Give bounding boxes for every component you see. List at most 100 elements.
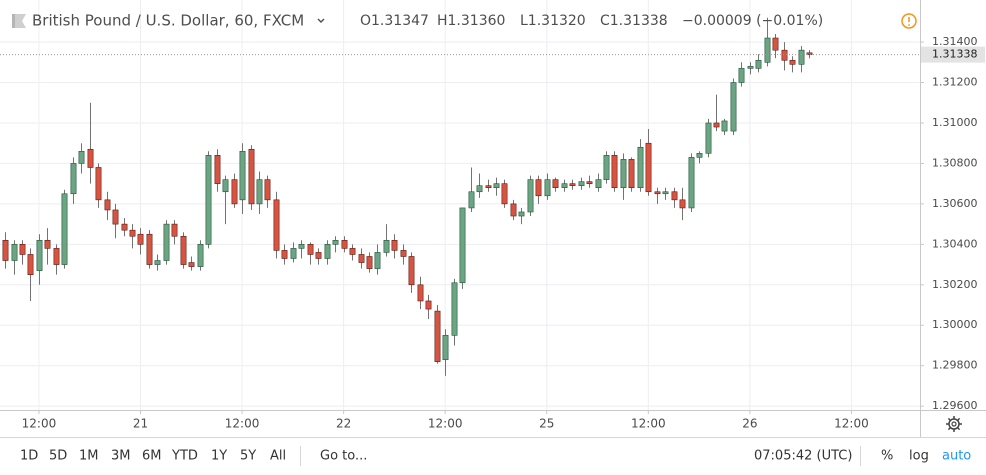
y-tick-label: 1.29600: [932, 399, 978, 412]
candle-body: [552, 179, 559, 189]
candle-body: [493, 183, 500, 189]
candle-body: [137, 233, 144, 245]
y-tick-label: 1.30400: [932, 237, 978, 250]
candle-body: [349, 248, 356, 255]
candle-body: [366, 256, 373, 269]
candle-body: [400, 250, 407, 257]
settings-icon[interactable]: [946, 416, 962, 432]
candle-body: [611, 155, 618, 189]
candle-body: [688, 157, 695, 209]
range-button[interactable]: 5D: [49, 449, 67, 464]
range-button[interactable]: 6M: [142, 449, 162, 464]
candle-body: [603, 155, 610, 180]
last-price-label: 1.31338: [932, 48, 978, 61]
candle-body: [11, 244, 18, 261]
goto-button[interactable]: Go to...: [320, 449, 367, 464]
candle-body: [713, 122, 720, 128]
candle-body: [324, 244, 331, 259]
candle-body: [256, 179, 263, 205]
candle-body: [222, 179, 229, 193]
x-tick-label: 22: [336, 417, 351, 431]
clock: 07:05:42 (UTC): [754, 449, 852, 464]
ohlc-label: C1.31338: [600, 13, 668, 29]
candle-body: [806, 52, 813, 55]
candle-body: [205, 155, 212, 245]
candle-body: [417, 284, 424, 302]
candle-body: [637, 146, 644, 189]
candle-body: [383, 239, 390, 253]
warning-icon[interactable]: [901, 13, 917, 29]
range-button[interactable]: 3M: [111, 449, 131, 464]
candle-body: [628, 159, 635, 189]
candle-body: [781, 49, 788, 61]
range-button[interactable]: 1M: [79, 449, 99, 464]
x-tick-label: 12:00: [834, 417, 869, 431]
candle-body: [239, 150, 246, 201]
y-tick-label: 1.31000: [932, 116, 978, 129]
chart-title: British Pound / U.S. Dollar, 60, FXCM: [32, 12, 304, 30]
range-button[interactable]: 5Y: [240, 449, 256, 464]
candle-body: [154, 260, 161, 265]
symbol-menu[interactable]: [317, 18, 325, 23]
candle-body: [518, 211, 525, 217]
candle-body: [53, 248, 60, 265]
candle-body: [163, 223, 170, 261]
auto-toggle[interactable]: auto: [942, 449, 971, 464]
candle-body: [527, 179, 534, 213]
candle-body: [180, 235, 187, 265]
warning-icon: [908, 24, 910, 26]
candle-body: [459, 207, 466, 284]
ohlc-label: L1.31320: [520, 13, 586, 29]
candle-body: [358, 254, 365, 263]
candle-body: [298, 244, 305, 249]
candle-body: [281, 250, 288, 259]
candle-body: [442, 335, 449, 360]
x-tick-label: 12:00: [225, 417, 260, 431]
candle-body: [755, 59, 762, 69]
x-tick-label: 12:00: [428, 417, 463, 431]
plot: [2, 17, 813, 376]
candle-body: [104, 199, 111, 211]
log-toggle[interactable]: log: [909, 449, 929, 464]
candle-body: [654, 191, 661, 195]
candle-body: [171, 223, 178, 237]
candle-body: [485, 185, 492, 189]
y-tick-label: 1.31200: [932, 76, 978, 89]
candle-body: [87, 148, 94, 168]
candle-body: [332, 239, 339, 245]
candle-body: [290, 248, 297, 259]
range-button[interactable]: 1D: [20, 449, 38, 464]
candle-body: [747, 66, 754, 69]
candle-body: [121, 223, 128, 231]
change-label: −0.00009 (−0.01%): [682, 13, 823, 29]
candle-body: [772, 37, 779, 51]
candle-body: [61, 193, 68, 265]
candle-body: [341, 239, 348, 249]
candle-body: [95, 167, 102, 201]
candle-body: [738, 68, 745, 83]
y-tick-label: 1.30000: [932, 318, 978, 331]
candle-body: [264, 179, 271, 201]
percent-toggle[interactable]: %: [881, 449, 893, 464]
candle-body: [561, 183, 568, 189]
candle-body: [721, 120, 728, 132]
candle-body: [671, 191, 678, 201]
range-button[interactable]: YTD: [171, 449, 198, 464]
ohlc-label: H1.31360: [437, 13, 505, 29]
candle-body: [408, 256, 415, 286]
x-tick-label: 25: [539, 417, 554, 431]
candle-body: [645, 142, 652, 193]
candle-body: [789, 59, 796, 65]
candle-body: [129, 229, 136, 237]
last-price-box: [921, 46, 985, 63]
candle-body: [696, 153, 703, 158]
y-tick-label: 1.31400: [932, 35, 978, 48]
candle-body: [315, 252, 322, 259]
x-tick-label: 12:00: [22, 417, 57, 431]
range-button[interactable]: 1Y: [211, 449, 227, 464]
range-button[interactable]: All: [270, 449, 286, 464]
candle-body: [36, 239, 43, 271]
candle-body: [586, 181, 593, 184]
symbol-flag: [15, 14, 26, 28]
